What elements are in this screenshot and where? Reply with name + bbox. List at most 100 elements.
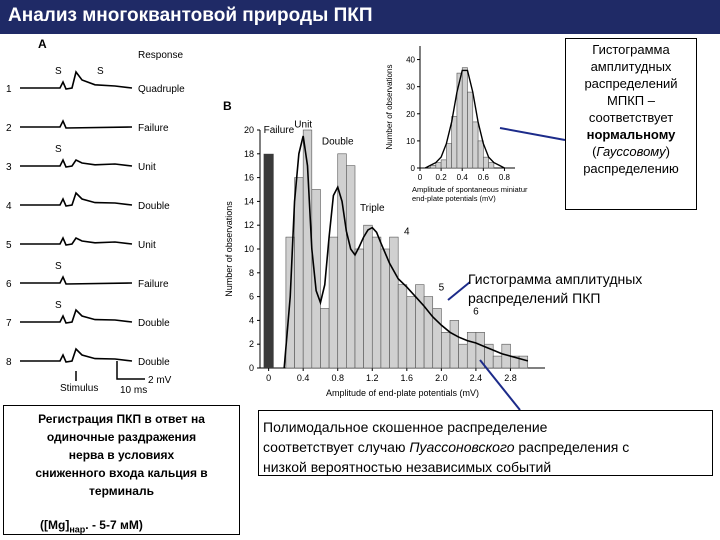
trace-line <box>20 191 133 207</box>
inset-y-tick-label: 40 <box>406 56 415 65</box>
y-tick-label: 14 <box>244 196 254 206</box>
x-tick-label: 0.8 <box>331 373 344 383</box>
inset-y-tick-label: 0 <box>411 164 416 173</box>
trace-number: 8 <box>6 357 12 368</box>
poisson-caption: Полимодальное скошенное распределение со… <box>258 410 713 476</box>
inset-mepp-histogram: 0 10 20 30 40 0 0.2 0.4 0.6 0.8 Number of observat… <box>385 46 528 203</box>
gauss-callout-line: соответствует <box>588 110 674 125</box>
trace-response-label: Quadruple <box>138 84 185 95</box>
trace-response-label: Unit <box>138 162 156 173</box>
panel-a-label: A <box>38 37 47 51</box>
recording-caption: Регистрация ПКП в ответ на одиночные раз… <box>3 405 240 535</box>
trace-number: 1 <box>6 84 12 95</box>
x-axis-title: Amplitude of end-plate potentials (mV) <box>326 388 479 398</box>
scale-voltage: 2 mV <box>148 375 172 386</box>
fit-curve <box>283 135 528 369</box>
gauss-callout-line: распределению <box>583 161 679 176</box>
inset-x-tick-label: 0.6 <box>478 173 490 182</box>
inset-y-tick-label: 20 <box>406 110 415 119</box>
spontaneous-mark: S <box>97 66 104 77</box>
x-tick-label: 2.8 <box>504 373 517 383</box>
poisson-caption-italic: Пуассоновского <box>409 439 515 455</box>
gauss-callout: Гистограмма амплитудных распределений МП… <box>565 38 697 210</box>
trace-number: 2 <box>6 123 12 134</box>
recording-caption-line: Регистрация ПКП в ответ на <box>38 412 205 426</box>
gauss-callout-line: распределений <box>584 76 678 91</box>
trace-line <box>20 236 133 246</box>
y-tick-label: 2 <box>249 339 254 349</box>
failure-bar <box>263 153 274 368</box>
inset-y-axis-title: Number of observations <box>385 65 394 150</box>
pointer-hist <box>447 281 471 301</box>
trace-line <box>20 347 133 363</box>
mg-concentration: ([Mg]нар. - 5-7 мМ) <box>40 518 143 535</box>
peak-label: 6 <box>473 306 479 317</box>
gauss-callout-line: нормальному <box>566 126 696 143</box>
epp-hist-caption-line: распределений ПКП <box>468 290 601 306</box>
failure-bar-label: Failure <box>264 125 295 136</box>
gauss-callout-line: амплитудных <box>590 59 672 74</box>
poisson-caption-line: низкой вероятностью независимых событий <box>263 459 552 475</box>
y-tick-label: 20 <box>244 125 254 135</box>
gauss-callout-line: МПКП – <box>607 93 655 108</box>
trace-response-label: Double <box>138 318 170 329</box>
y-tick-label: 8 <box>249 268 254 278</box>
panel-a-traces: A Response 1 S S Quadruple 2 Failure 3 S Unit 4 Doub… <box>6 37 185 396</box>
recording-caption-line: одиночные раздражения <box>46 430 197 444</box>
inset-fit-curve <box>424 69 505 169</box>
x-tick-label: 0.4 <box>297 373 310 383</box>
y-tick-label: 4 <box>249 315 254 325</box>
y-tick-label: 0 <box>249 363 254 373</box>
peak-label: Triple <box>360 203 385 214</box>
trace-line <box>20 308 133 324</box>
inset-histogram-bar <box>477 140 484 169</box>
pointer-right-box <box>479 359 521 411</box>
spontaneous-mark: S <box>55 144 62 155</box>
y-axis-title: Number of observations <box>224 201 234 297</box>
inset-x-axis-title: end-plate potentials (mV) <box>412 194 496 203</box>
scale-time: 10 ms <box>120 385 147 396</box>
x-tick-label: 1.2 <box>366 373 379 383</box>
recording-caption-line: нерва в условиях <box>68 448 175 462</box>
trace-response-label: Failure <box>138 279 169 290</box>
peak-label: 5 <box>439 283 445 294</box>
trace-number: 4 <box>6 201 12 212</box>
poisson-caption-line: соответствует случаю Пуассоновского расп… <box>263 439 630 455</box>
peak-label: Unit <box>294 120 312 131</box>
stimulus-label: Stimulus <box>60 383 98 394</box>
y-tick-label: 6 <box>249 292 254 302</box>
trace-number: 5 <box>6 240 12 251</box>
trace-number: 3 <box>6 162 12 173</box>
y-tick-label: 10 <box>244 244 254 254</box>
trace-number: 6 <box>6 279 12 290</box>
inset-x-tick-label: 0.2 <box>436 173 448 182</box>
gauss-callout-italic: Гауссовому <box>596 144 666 159</box>
spontaneous-mark: S <box>55 66 62 77</box>
inset-x-axis-title: Amplitude of spontaneous miniatur <box>412 185 528 194</box>
trace-line <box>20 275 133 285</box>
y-tick-label: 18 <box>244 149 254 159</box>
x-tick-label: 2.0 <box>435 373 448 383</box>
trace-line <box>20 70 133 90</box>
trace-line <box>20 119 133 129</box>
inset-x-tick-label: 0.8 <box>499 173 511 182</box>
gauss-callout-line: Гистограмма <box>592 42 670 57</box>
inset-histogram-bar <box>488 162 495 169</box>
title-bar: Анализ многоквантовой природы ПКП <box>0 0 720 34</box>
histogram-bar <box>518 355 529 369</box>
trace-line <box>20 158 133 168</box>
panel-b-histogram: B 0 2 4 6 8 10 12 14 16 18 20 0 0.4 0.8 1.2 1.6 2.0 2.4 2.8… <box>223 100 545 398</box>
y-tick-label: 12 <box>244 220 254 230</box>
x-tick-label: 0 <box>266 373 271 383</box>
recording-caption-line: сниженного входа кальция в <box>35 466 208 480</box>
trace-number: 7 <box>6 318 12 329</box>
x-tick-label: 2.4 <box>470 373 483 383</box>
trace-response-label: Failure <box>138 123 169 134</box>
gauss-callout-line: (Гауссовому) <box>592 144 670 159</box>
poisson-caption-line: Полимодальное скошенное распределение <box>263 419 548 435</box>
gauss-callout-bold: нормальному <box>586 127 676 142</box>
peak-label: Double <box>322 136 354 147</box>
histogram-bar <box>311 189 321 369</box>
page-title: Анализ многоквантовой природы ПКП <box>8 5 373 26</box>
peak-label: 4 <box>404 227 410 238</box>
